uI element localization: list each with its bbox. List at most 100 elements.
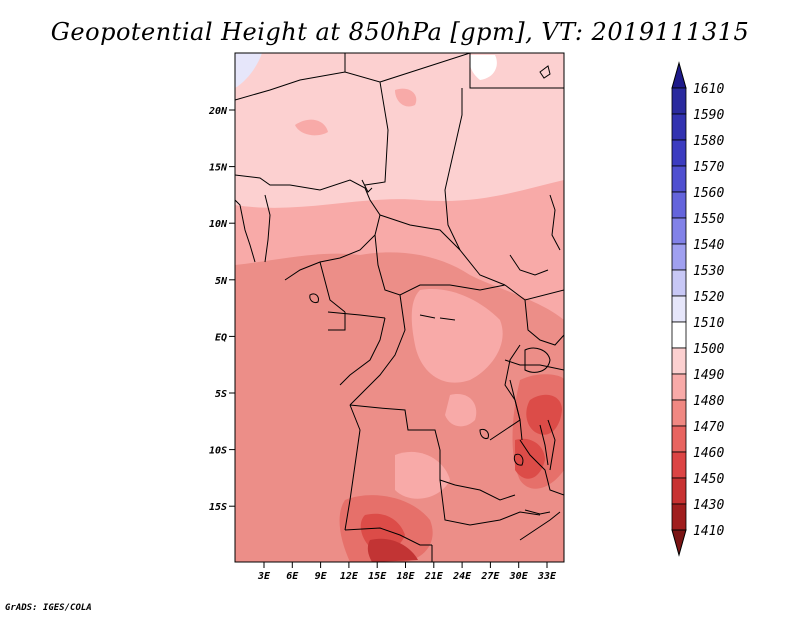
colorbar-segment [671,139,687,167]
chart-title: Geopotential Height at 850hPa [gpm], VT:… [50,18,750,46]
colorbar-segment [671,425,687,453]
lat-tick-label: 10S [209,446,227,457]
colorbar-label: 1580 [693,134,724,149]
colorbar-segment [671,347,687,375]
border-malawi [519,439,564,496]
border-nigeria [235,174,381,281]
colorbar-label: 1560 [693,186,724,201]
border-zimbabwe [519,511,561,541]
lake-victoria [524,347,551,373]
colorbar-segment [671,477,687,505]
colorbar-label: 1510 [693,316,724,331]
field-1490-chad [395,88,417,107]
colorbar-label: 1410 [693,524,724,539]
border-angola-namibia [344,527,432,546]
lake-mweru [479,429,489,439]
lon-tick-label: 33E [537,571,557,582]
lon-tick-label: 3E [257,571,271,582]
colorbar-label: 1550 [693,212,724,227]
field-1460-east-2 [515,438,545,479]
colorbar-segment [671,217,687,245]
field-1460-east [526,394,562,435]
colorbar-label: 1610 [693,82,724,97]
river-congo [419,314,456,321]
lat-tick-label: 5N [215,276,228,287]
border-angola-west [344,404,361,531]
colorbar-label: 1520 [693,290,724,305]
field-1450-core [367,538,418,562]
lat-tick-label: 5S [215,389,227,400]
field-1510-corner [235,53,262,88]
lat-tick-label: 15S [209,502,227,513]
lake-kariba [524,509,551,515]
colorbar-label: 1480 [693,394,724,409]
lat-tick-label: 10N [209,219,228,230]
colorbar: 1610 1590 1580 1570 1560 1550 1540 1530 1520 1510… [671,61,724,557]
field-1490-pocket-3 [395,451,450,499]
colorbar-label: 1590 [693,108,724,123]
lon-tick-label: 12E [340,571,359,582]
colorbar-label: 1430 [693,498,724,513]
border-chad-sudan [444,88,506,286]
border-zambia-drc [454,484,516,501]
colorbar-segment [671,243,687,271]
field-1490-niger [295,119,328,136]
colorbar-segment [671,295,687,323]
border-libya-chad [379,53,471,83]
field-1490-pocket-2 [445,394,477,427]
border-south-sudan [509,254,549,276]
border-gabon-congo-top [327,311,386,319]
colorbar-segment [671,373,687,401]
coast-egypt-mark [539,65,551,79]
border-congo [339,317,386,386]
field-1510-libya [469,55,497,80]
lake-chad [361,179,373,193]
border-uganda-kenya [524,299,564,346]
border-car-drc [374,234,506,296]
lake-malawi [539,424,549,466]
colorbar-segment [671,399,687,427]
lon-tick-label: 24E [452,571,472,582]
border-zambia-south [439,479,541,526]
border-libya-egypt-sudan [469,53,564,89]
lon-tick-label: 21E [424,571,444,582]
colorbar-segment [671,165,687,193]
map-frame [234,52,565,563]
border-chad-car [379,214,461,251]
colorbar-label: 1540 [693,238,724,253]
border-west-coast [235,199,256,263]
colorbar-label: 1460 [693,446,724,461]
lon-tick-label: 27E [480,571,500,582]
lon-tick-label: 18E [396,571,415,582]
colorbar-bottom-arrow [671,529,687,557]
colorbar-top-arrow [671,61,687,89]
border-eq-guinea [328,312,346,331]
border-angola-drc [349,404,456,486]
colorbar-segment [671,503,687,531]
lon-tick-label: 15E [368,571,387,582]
border-ethiopia [549,194,561,251]
lakes [309,293,551,515]
colorbar-label: 1500 [693,342,724,357]
colorbar-label: 1450 [693,472,724,487]
colorbar-segment [671,113,687,141]
colorbar-label: 1530 [693,264,724,279]
grads-credit: GrADS: IGES/COLA [5,603,92,613]
longitude-axis: 3E 6E 9E 12E 15E 18E 21E 24E 27E 30E 33E [257,562,557,582]
lat-tick-label: 20N [208,106,228,117]
lon-tick-label: 30E [509,571,529,582]
lake-tanganyika [509,379,523,441]
colorbar-label: 1490 [693,368,724,383]
colorbar-label: 1570 [693,160,724,175]
height-field [235,53,564,562]
colorbar-segment [671,321,687,349]
border-rwanda-tanzania [504,359,564,371]
border-malawi-east [547,419,556,471]
colorbar-segment [671,87,687,115]
colorbar-label: 1470 [693,420,724,435]
lon-tick-label: 9E [315,571,328,582]
lon-tick-label: 6E [286,571,299,582]
lake-bangweulu [513,453,524,466]
coast-bioko [309,293,319,303]
